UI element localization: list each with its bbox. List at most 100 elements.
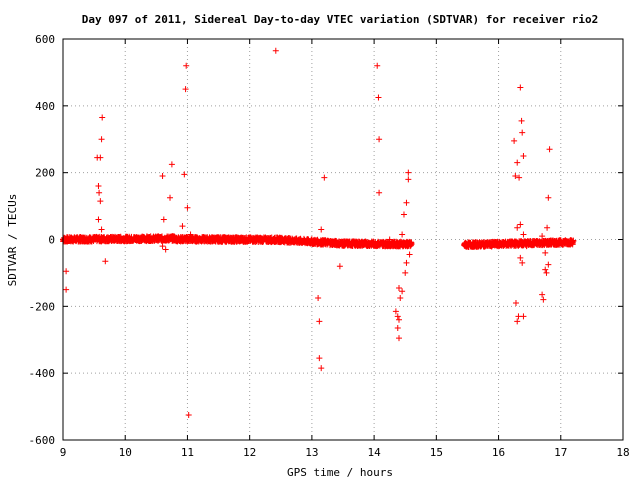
data-point bbox=[540, 296, 547, 303]
data-point bbox=[376, 189, 383, 196]
data-point bbox=[520, 231, 527, 238]
data-point bbox=[512, 173, 519, 180]
data-point bbox=[102, 258, 109, 265]
data-point bbox=[159, 173, 166, 180]
data-point bbox=[187, 231, 194, 238]
data-point bbox=[545, 261, 552, 268]
data-point bbox=[396, 284, 402, 291]
data-point bbox=[316, 318, 323, 325]
data-point bbox=[316, 355, 323, 362]
data-point bbox=[394, 325, 401, 332]
y-tick-label: -200 bbox=[29, 300, 56, 313]
data-point bbox=[168, 161, 175, 168]
data-point bbox=[544, 224, 551, 231]
x-tick-label: 17 bbox=[554, 446, 567, 459]
chart-title: Day 097 of 2011, Sidereal Day-to-day VTE… bbox=[82, 13, 599, 26]
data-point bbox=[516, 174, 523, 181]
data-point bbox=[511, 137, 518, 144]
data-point bbox=[321, 174, 328, 181]
data-point bbox=[512, 299, 519, 306]
data-point bbox=[179, 223, 186, 230]
dense-band bbox=[340, 238, 415, 250]
dense-band bbox=[277, 234, 346, 249]
data-point bbox=[397, 294, 404, 301]
y-tick-label: 600 bbox=[35, 33, 55, 46]
data-points bbox=[63, 47, 553, 418]
data-point bbox=[167, 194, 174, 201]
data-point bbox=[542, 249, 549, 256]
data-point bbox=[392, 308, 399, 315]
y-tick-label: 200 bbox=[35, 167, 55, 180]
data-point bbox=[406, 251, 413, 258]
data-point bbox=[405, 169, 412, 176]
data-point bbox=[402, 269, 409, 276]
data-point bbox=[99, 114, 106, 121]
data-point bbox=[184, 204, 191, 211]
band-point bbox=[570, 237, 577, 244]
dense-band bbox=[60, 233, 178, 245]
x-tick-label: 15 bbox=[430, 446, 443, 459]
plot-frame bbox=[62, 38, 624, 441]
y-tick-label: 400 bbox=[35, 100, 55, 113]
dense-data-bands bbox=[60, 233, 577, 250]
data-point bbox=[375, 94, 382, 101]
data-point bbox=[542, 266, 549, 273]
y-axis-label: SDTVAR / TECUs bbox=[6, 194, 19, 287]
data-point bbox=[400, 211, 407, 218]
x-axis-label: GPS time / hours bbox=[287, 466, 393, 479]
data-point bbox=[336, 263, 343, 270]
data-point bbox=[519, 259, 526, 266]
data-point bbox=[374, 62, 381, 69]
x-tick-label: 18 bbox=[616, 446, 629, 459]
dense-band bbox=[461, 237, 577, 250]
data-point bbox=[182, 86, 189, 93]
data-point bbox=[159, 243, 166, 250]
dense-band bbox=[172, 234, 284, 246]
x-tick-label: 11 bbox=[181, 446, 194, 459]
data-point bbox=[272, 47, 279, 54]
data-point bbox=[162, 246, 169, 253]
data-point bbox=[376, 136, 383, 143]
x-tick-label: 16 bbox=[492, 446, 505, 459]
axis-ticks: 9 10 11 12 13 14 15 16 17 18 -600 -400 -200 0 200 400 60… bbox=[29, 33, 630, 459]
x-tick-label: 10 bbox=[119, 446, 132, 459]
data-point bbox=[318, 226, 325, 233]
data-point bbox=[514, 318, 521, 325]
data-point bbox=[95, 216, 102, 223]
data-point bbox=[519, 129, 526, 136]
data-point bbox=[520, 313, 527, 320]
data-point bbox=[396, 335, 402, 342]
data-point bbox=[514, 224, 521, 231]
data-point bbox=[97, 154, 104, 161]
data-point bbox=[97, 198, 104, 205]
data-point bbox=[403, 259, 410, 266]
data-point bbox=[183, 62, 190, 69]
data-point bbox=[160, 216, 167, 223]
y-tick-label: 0 bbox=[48, 234, 55, 247]
data-point bbox=[403, 199, 410, 206]
data-point bbox=[517, 221, 524, 228]
data-point bbox=[517, 254, 524, 261]
data-point bbox=[518, 117, 525, 124]
data-point bbox=[539, 291, 546, 298]
data-point bbox=[318, 365, 325, 372]
data-point bbox=[523, 243, 530, 250]
data-point bbox=[96, 189, 103, 196]
data-point bbox=[520, 152, 527, 159]
data-point bbox=[185, 411, 192, 418]
x-tick-label: 9 bbox=[60, 446, 67, 459]
y-tick-label: -400 bbox=[29, 367, 56, 380]
data-point bbox=[396, 316, 402, 323]
data-point bbox=[543, 269, 550, 276]
data-point bbox=[399, 231, 406, 238]
data-point bbox=[399, 288, 406, 295]
data-point bbox=[517, 84, 524, 91]
data-point bbox=[407, 243, 414, 250]
data-point bbox=[315, 294, 322, 301]
data-point bbox=[63, 286, 70, 293]
data-point bbox=[514, 159, 521, 166]
data-point bbox=[394, 313, 401, 320]
x-tick-label: 12 bbox=[243, 446, 256, 459]
data-point bbox=[405, 176, 412, 183]
